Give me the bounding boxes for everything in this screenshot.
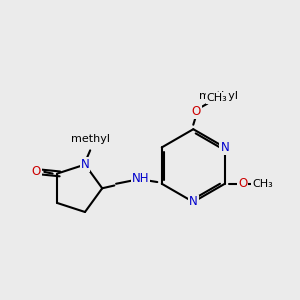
Text: CH₃: CH₃ <box>206 93 227 103</box>
Text: methyl: methyl <box>91 132 139 146</box>
Text: N: N <box>81 158 89 171</box>
Text: O: O <box>32 165 41 178</box>
Text: O: O <box>238 177 248 190</box>
Text: methyl: methyl <box>71 134 110 144</box>
Text: O: O <box>191 105 201 118</box>
Text: methyl: methyl <box>219 85 268 99</box>
Text: N: N <box>189 196 198 208</box>
Text: NH: NH <box>132 172 149 185</box>
Text: methyl: methyl <box>199 91 238 101</box>
Text: N: N <box>220 141 229 154</box>
Text: methyl: methyl <box>91 128 139 142</box>
Text: CH₃: CH₃ <box>252 179 273 189</box>
